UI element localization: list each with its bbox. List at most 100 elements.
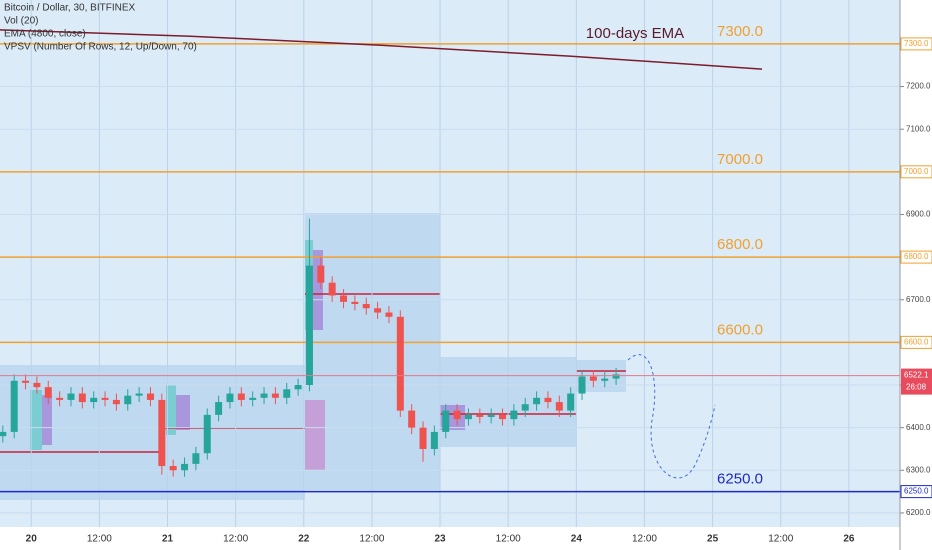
legend-text: EMA (4800, close) bbox=[4, 29, 86, 40]
last-price-label: 6522.1 bbox=[904, 371, 929, 380]
candle-body bbox=[67, 393, 75, 400]
y-tick-label: 7200.0 bbox=[906, 82, 931, 91]
candle-body bbox=[499, 414, 507, 420]
x-tick-label: 12:00 bbox=[223, 534, 248, 545]
candle-body bbox=[305, 265, 313, 386]
level-label: 6600.0 bbox=[717, 321, 763, 338]
grid bbox=[0, 0, 900, 527]
candle-body bbox=[464, 414, 472, 420]
y-tick-label: 6700.0 bbox=[906, 295, 931, 304]
candle-body bbox=[567, 393, 575, 411]
candle-body bbox=[101, 397, 109, 400]
ema-annotation: 100-days EMA bbox=[586, 25, 684, 42]
profile-bar bbox=[166, 385, 176, 435]
level-label: 7300.0 bbox=[717, 23, 763, 40]
candle-body bbox=[181, 463, 189, 471]
ema-line bbox=[0, 29, 763, 70]
x-tick-label: 20 bbox=[26, 534, 38, 545]
last-price-box bbox=[901, 368, 932, 395]
y-tick-label: 6400.0 bbox=[906, 423, 931, 432]
candle-body bbox=[487, 414, 495, 417]
x-tick-label: 12:00 bbox=[632, 534, 657, 545]
candle-body bbox=[271, 393, 279, 398]
legend-text: Vol (20) bbox=[4, 16, 38, 27]
axes: 20 12:00 21 12:00 22 12:00 23 12:00 24 12:00 25 12:… bbox=[26, 0, 932, 550]
candle-body bbox=[396, 316, 404, 411]
candle-body bbox=[476, 414, 484, 417]
candle-body bbox=[408, 410, 416, 428]
profile-bar bbox=[305, 400, 325, 470]
x-tick-label: 25 bbox=[707, 534, 719, 545]
candle-body bbox=[124, 395, 132, 405]
profile-bar bbox=[42, 395, 52, 445]
y-tick-label: 6300.0 bbox=[906, 465, 931, 474]
candle-body bbox=[283, 389, 291, 398]
candle-body bbox=[612, 374, 620, 379]
candle-body bbox=[362, 304, 370, 309]
x-tick-label: 12:00 bbox=[768, 534, 793, 545]
candle-body bbox=[340, 295, 348, 302]
profile-bar bbox=[313, 250, 323, 330]
candle-body bbox=[56, 397, 64, 400]
candle-body bbox=[533, 397, 541, 405]
profile-bar bbox=[30, 390, 42, 450]
level-axis-label: 6600.0 bbox=[904, 337, 929, 346]
candle-body bbox=[317, 265, 325, 283]
candle-body bbox=[589, 376, 597, 381]
volume-profile bbox=[30, 240, 465, 470]
level-axis-box bbox=[900, 37, 932, 51]
candle-body bbox=[578, 376, 586, 394]
candle-body bbox=[237, 393, 245, 400]
candle-body bbox=[135, 393, 143, 396]
x-tick-label: 21 bbox=[162, 534, 174, 545]
candle-body bbox=[419, 427, 427, 449]
marks bbox=[0, 29, 900, 477]
candle-body bbox=[22, 380, 30, 383]
candle-body bbox=[0, 431, 7, 437]
y-tick-label: 6200.0 bbox=[906, 508, 931, 517]
x-tick-label: 12:00 bbox=[359, 534, 384, 545]
candle-body bbox=[601, 378, 609, 381]
x-tick-label: 22 bbox=[298, 534, 310, 545]
x-tick-label: 26 bbox=[843, 534, 855, 545]
candle-body bbox=[521, 404, 529, 411]
candle-body bbox=[169, 466, 177, 471]
level-label: 6250.0 bbox=[717, 471, 763, 488]
y-tick-label: 6900.0 bbox=[906, 210, 931, 219]
candle-body bbox=[44, 387, 52, 398]
candle-body bbox=[385, 312, 393, 317]
level-label: 7000.0 bbox=[717, 151, 763, 168]
level-axis-box bbox=[900, 335, 932, 349]
candle-body bbox=[192, 453, 200, 464]
candle-body bbox=[510, 410, 518, 420]
candle-body bbox=[351, 301, 359, 305]
candle-body bbox=[374, 308, 382, 313]
level-label: 6800.0 bbox=[717, 236, 763, 253]
candle-body bbox=[453, 410, 461, 420]
candle-body bbox=[90, 397, 98, 403]
level-axis-label: 7000.0 bbox=[904, 167, 929, 176]
level-axis-box bbox=[900, 485, 932, 499]
x-tick-label: 24 bbox=[571, 534, 583, 545]
level-axis-label: 7300.0 bbox=[904, 39, 929, 48]
profile-bar bbox=[176, 395, 190, 430]
candle-body bbox=[158, 399, 166, 467]
candle-body bbox=[146, 393, 154, 400]
session-box bbox=[305, 213, 440, 490]
level-axis-label: 6800.0 bbox=[904, 252, 929, 261]
candle-body bbox=[430, 431, 438, 449]
x-tick-label: 12:00 bbox=[496, 534, 521, 545]
candle-body bbox=[112, 399, 120, 405]
candle-body bbox=[203, 414, 211, 454]
x-tick-label: 12:00 bbox=[87, 534, 112, 545]
legend-text: Bitcoin / Dollar, 30, BITFINEX bbox=[4, 3, 135, 14]
candle-body bbox=[555, 402, 563, 411]
candle-body bbox=[215, 402, 223, 415]
candle-body bbox=[10, 380, 18, 432]
level-axis-box bbox=[900, 250, 932, 264]
plot-background bbox=[0, 0, 900, 527]
y-axis-background bbox=[900, 0, 932, 550]
candle-body bbox=[328, 282, 336, 296]
candle-body bbox=[226, 393, 234, 403]
